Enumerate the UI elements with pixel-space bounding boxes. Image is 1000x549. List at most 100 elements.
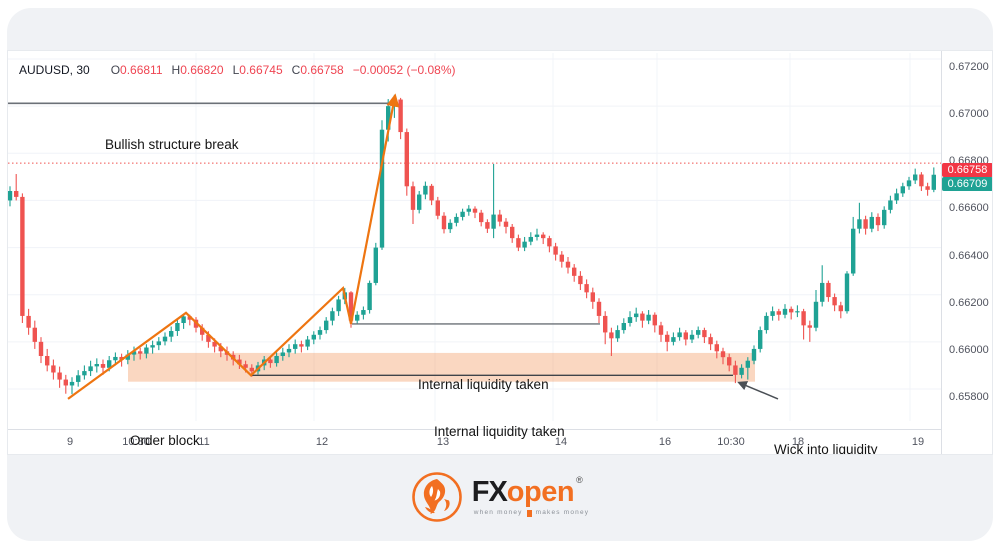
candle xyxy=(615,325,620,342)
candle xyxy=(621,318,626,334)
candle xyxy=(466,205,471,216)
candle xyxy=(565,257,571,274)
symbol-name[interactable]: AUDUSD, 30 xyxy=(19,63,90,77)
fxopen-emblem-icon xyxy=(411,472,462,522)
candle xyxy=(32,320,37,349)
open-value: 0.66811 xyxy=(120,63,163,77)
price-axis-label: 0.67000 xyxy=(949,108,989,121)
candle xyxy=(417,191,422,214)
candle xyxy=(658,321,664,342)
time-axis[interactable]: 9 10:30 11 12 13 14 16 10:30 18 19 xyxy=(8,429,941,454)
candle xyxy=(274,352,279,367)
time-axis-label: 9 xyxy=(66,436,74,448)
candle xyxy=(138,347,143,360)
candle xyxy=(857,202,862,234)
footer: FX open ® when money makes money xyxy=(7,453,993,541)
candle xyxy=(541,232,546,245)
candle xyxy=(63,374,68,394)
candle xyxy=(782,304,788,319)
candle xyxy=(609,327,614,356)
candle xyxy=(677,327,682,341)
price-axis-label: 0.66600 xyxy=(949,202,989,215)
candle xyxy=(57,366,62,388)
candle xyxy=(156,337,161,351)
time-axis-label: 13 xyxy=(436,436,450,448)
candle xyxy=(497,209,502,227)
candle xyxy=(479,209,484,227)
candle xyxy=(875,213,881,232)
bullish-structure-break-label[interactable]: Bullish structure break xyxy=(105,137,239,152)
candle xyxy=(578,271,583,290)
candle xyxy=(373,242,378,286)
candle xyxy=(423,181,428,200)
chart-canvas[interactable] xyxy=(8,51,992,454)
candle xyxy=(503,218,509,234)
candle xyxy=(900,182,905,197)
price-axis-label: 0.66200 xyxy=(949,296,989,309)
close-value: 0.66758 xyxy=(300,63,344,77)
candle xyxy=(311,331,316,345)
price-axis-label: 0.65800 xyxy=(949,391,989,403)
tagline-separator xyxy=(526,509,532,517)
candle xyxy=(144,344,149,359)
chart-drawings[interactable] xyxy=(8,93,779,400)
trademark-symbol: ® xyxy=(576,474,583,485)
candle xyxy=(534,228,540,241)
candle xyxy=(776,308,781,321)
candle xyxy=(336,295,341,316)
wick-arrow[interactable] xyxy=(737,381,779,400)
previous-close-badge: 0.66758 xyxy=(942,163,992,178)
candle xyxy=(665,331,670,352)
candle xyxy=(702,327,707,344)
candle xyxy=(913,168,918,184)
candle xyxy=(838,301,843,319)
candle xyxy=(584,279,589,299)
candle xyxy=(26,308,31,335)
candle xyxy=(646,310,651,325)
chart-widget-card: AUDUSD, 30 O0.66811 H0.66820 L0.66745 C0.667… xyxy=(7,8,993,541)
candle xyxy=(82,365,87,380)
candle xyxy=(286,344,292,358)
candle xyxy=(491,163,496,239)
candle xyxy=(572,264,577,282)
candle xyxy=(20,193,25,323)
wick-into-liquidity-label[interactable]: Wick into liquidity xyxy=(774,442,878,455)
fxopen-wordmark: FX open ® when money makes money xyxy=(472,474,590,517)
candle xyxy=(398,97,403,140)
internal-liquidity-lower-label[interactable]: Internal liquidity taken xyxy=(434,424,565,439)
grid-lines xyxy=(8,53,941,421)
change-value: −0.00052 (−0.08%) xyxy=(352,63,456,77)
time-axis-label: 10:30 xyxy=(122,436,150,448)
candle xyxy=(906,176,912,190)
trend-line[interactable] xyxy=(67,93,400,400)
brand-tagline: when money makes money xyxy=(474,509,590,517)
internal-liquidity-upper-label[interactable]: Internal liquidity taken xyxy=(418,377,549,392)
order-block-label[interactable]: Order block xyxy=(130,433,200,448)
candle xyxy=(330,307,335,326)
high-value: 0.66820 xyxy=(180,63,224,77)
candle xyxy=(708,333,713,351)
candle xyxy=(429,183,434,206)
candle xyxy=(820,265,825,307)
candle xyxy=(931,167,936,193)
low-value: 0.66745 xyxy=(239,63,283,77)
price-axis[interactable]: 0.67200 0.67000 0.66800 0.66600 0.66400 0.662… xyxy=(941,51,992,454)
candle xyxy=(863,215,868,235)
candle xyxy=(305,335,310,351)
candle xyxy=(441,212,447,234)
candle xyxy=(51,359,56,380)
candle xyxy=(559,251,564,268)
time-axis-label: 10:30 xyxy=(717,436,745,448)
candle xyxy=(69,377,75,395)
candle xyxy=(888,195,893,214)
candle xyxy=(553,242,558,261)
candle xyxy=(739,364,744,379)
candle xyxy=(131,346,137,361)
candle xyxy=(640,311,645,328)
candle xyxy=(671,332,676,346)
low-label: L xyxy=(232,63,240,77)
last-price-badge: 0.66709 xyxy=(942,176,992,191)
candle xyxy=(367,280,372,314)
candle xyxy=(485,219,490,233)
